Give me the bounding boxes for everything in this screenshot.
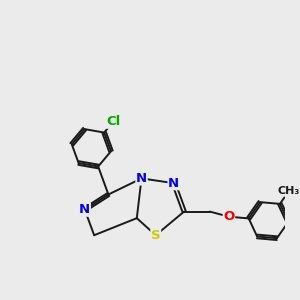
Text: N: N bbox=[136, 172, 147, 185]
Text: N: N bbox=[79, 203, 90, 216]
Text: N: N bbox=[168, 177, 179, 190]
Text: O: O bbox=[223, 210, 235, 223]
Text: S: S bbox=[151, 229, 160, 242]
Text: Cl: Cl bbox=[106, 115, 120, 128]
Text: CH₃: CH₃ bbox=[278, 186, 300, 196]
